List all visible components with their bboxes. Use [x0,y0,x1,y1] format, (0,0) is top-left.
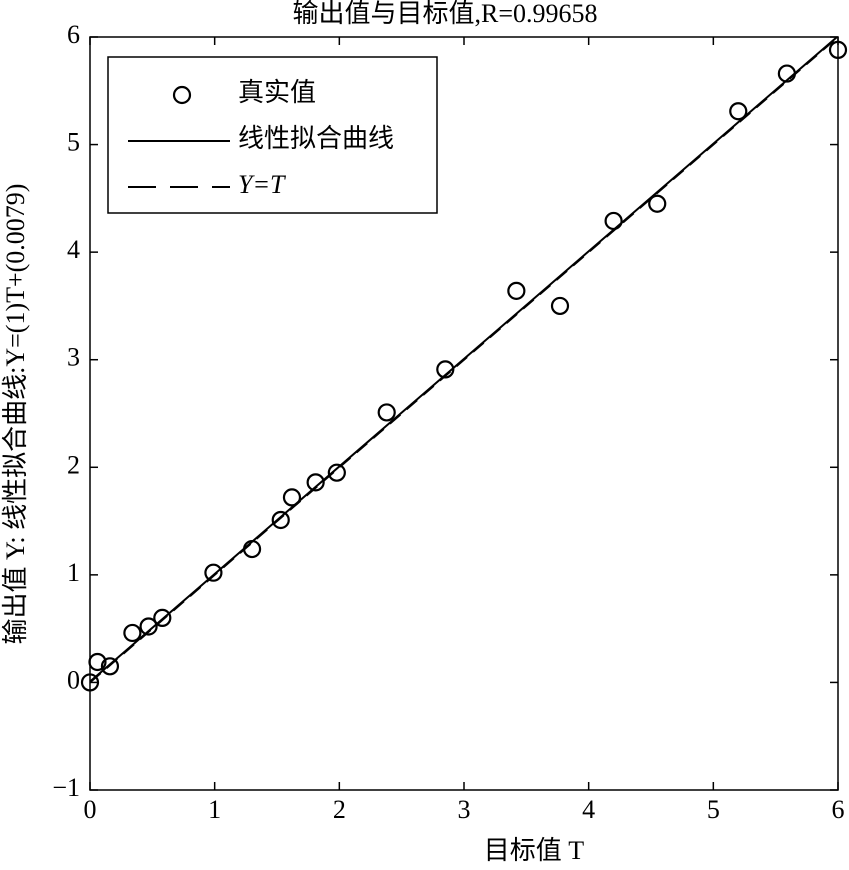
data-point [729,102,748,121]
data-point [204,563,223,582]
data-point [604,211,623,231]
x-tick-label: 6 [832,795,845,824]
data-point [777,64,796,83]
y-tick-label: 3 [67,343,80,372]
data-point [139,617,158,636]
y-tick-label: 4 [67,235,80,264]
legend-label: Y=T [238,170,286,199]
x-tick-label: 2 [333,795,346,824]
data-point [327,463,346,482]
data-point [123,623,142,643]
data-point [242,539,262,559]
x-tick-label: 5 [707,795,720,824]
x-tick-label: 0 [84,795,97,824]
data-point [306,473,325,492]
data-point [282,488,302,507]
x-tick-label: 4 [582,795,595,824]
legend-box [107,56,438,214]
plot-area [90,37,838,684]
data-point [80,673,100,692]
data-point [648,194,667,213]
legend-label: 真实值 [238,78,316,107]
data-point [271,510,290,530]
chart-title: 输出值与目标值,R=0.99658 [292,0,597,28]
legend-label: 线性拟合曲线 [238,124,394,153]
data-point [153,608,172,627]
data-point [436,360,455,379]
legend-marker [172,85,192,105]
y-axis-label: 输出值 Y: 线性拟合曲线:Y=(1)T+(0.0079) [1,184,30,645]
data-point [377,403,396,422]
y-tick-label: 6 [67,20,80,49]
y-tick-label: −1 [52,773,80,802]
x-axis-label: 目标值 T [484,836,585,865]
y-tick-label: 2 [67,450,80,479]
x-tick-label: 1 [208,795,221,824]
data-point [828,40,848,60]
fit-line [90,37,838,683]
data-point [550,296,570,316]
y-tick-label: 1 [67,558,80,587]
data-point [100,657,120,676]
data-point [88,652,107,672]
y-tick-label: 0 [67,665,80,694]
x-tick-label: 3 [458,795,471,824]
y-tick-label: 5 [67,128,80,157]
data-point [507,281,526,300]
